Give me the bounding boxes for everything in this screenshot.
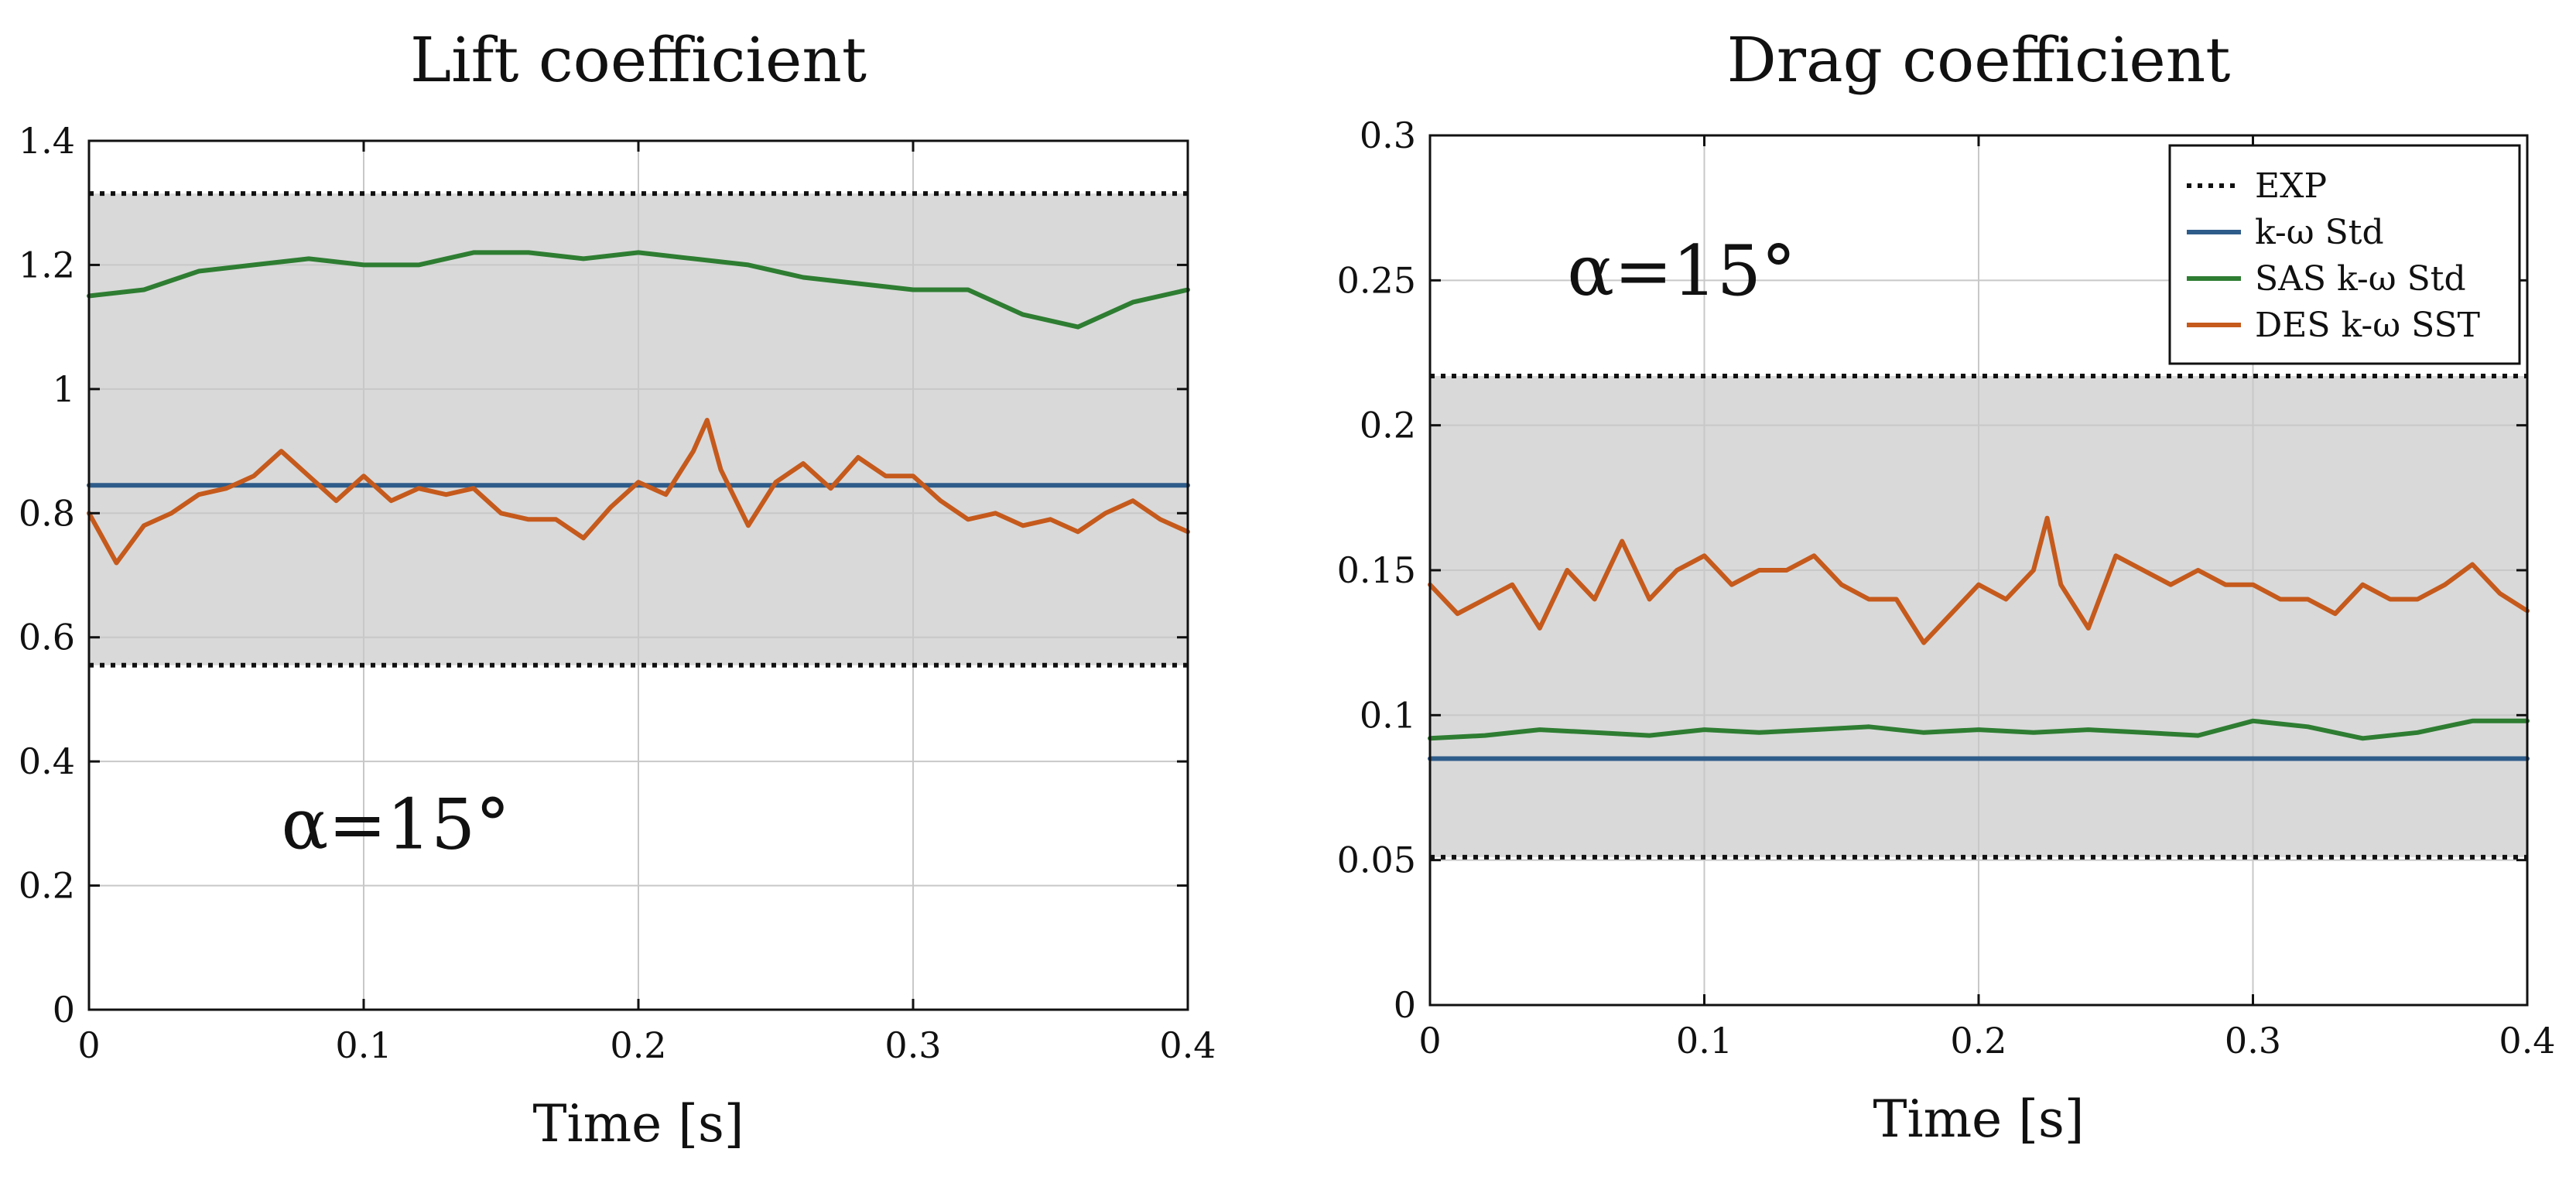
series-line-des-k-sst [87,418,1190,566]
y-tick-label: 0.8 [19,492,75,534]
series-line-sas-k-std [87,250,1190,330]
x-tick-label: 0 [77,1024,100,1066]
legend-entry-label: EXP [2255,166,2327,206]
y-tick-label: 0.3 [1360,115,1416,156]
x-axis-label: Time [s] [1873,1089,2084,1149]
legend: EXP k-ω Std SAS k-ω Std DES k-ω SST [2168,144,2521,365]
drag-coefficient-panel: 0 0.1 0.2 0.3 0.4 0 0.05 0.1 0.15 0.2 0.25 0.3 Drag … [1337,24,2556,1149]
angle-of-attack-annotation: α=15° [282,784,511,865]
chart-title: Lift coefficient [410,24,867,96]
y-tick-label: 0 [1394,984,1416,1026]
y-tick-label: 0.1 [1360,694,1416,736]
x-tick-label: 0 [1418,1020,1441,1062]
y-tick-label: 1 [53,368,75,410]
x-axis-label: Time [s] [532,1094,744,1154]
y-tick-label: 0.2 [19,865,75,907]
y-tick-label: 1.4 [19,120,75,162]
chart-title: Drag coefficient [1727,24,2231,96]
x-tick-label: 0.2 [1950,1020,2006,1062]
x-tick-label: 0.4 [1159,1024,1216,1066]
x-tick-label: 0.1 [335,1024,392,1066]
x-tick-label: 0.3 [884,1024,941,1066]
legend-entry-label: SAS k-ω Std [2255,259,2466,299]
lift-coefficient-panel: 0 0.1 0.2 0.3 0.4 0 0.2 0.4 0.6 0.8 1 1.2 1.4 Lift co… [19,24,1216,1154]
y-tick-label: 1.2 [19,244,75,285]
x-tick-label: 0.4 [2499,1020,2555,1062]
y-tick-label: 0.6 [19,617,75,658]
series-line-sas-k-std [1428,718,2530,741]
legend-entry-label: k-ω Std [2255,213,2384,252]
series-line-des-k-sst [1428,515,2530,645]
x-tick-label: 0.2 [610,1024,666,1066]
y-tick-label: 0.2 [1360,405,1416,446]
x-tick-label: 0.3 [2225,1020,2281,1062]
y-tick-label: 0 [53,989,75,1031]
y-tick-label: 0.15 [1337,549,1416,591]
y-tick-label: 0.4 [19,740,75,782]
x-tick-label: 0.1 [1676,1020,1733,1062]
y-tick-label: 0.05 [1337,839,1416,881]
y-tick-label: 0.25 [1337,259,1416,301]
legend-entry-label: DES k-ω SST [2255,306,2480,345]
angle-of-attack-annotation: α=15° [1567,231,1796,312]
